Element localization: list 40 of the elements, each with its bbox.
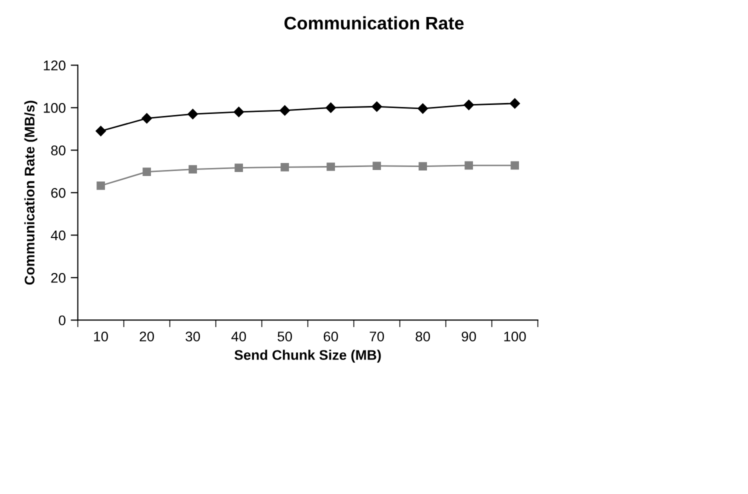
point <box>234 106 244 118</box>
y-tick-label: 80 <box>51 146 66 156</box>
point <box>280 163 289 172</box>
x-tick-label: 100 <box>504 332 526 342</box>
point <box>96 181 105 190</box>
point <box>280 105 290 116</box>
point <box>96 126 106 136</box>
point <box>188 108 198 120</box>
point <box>326 102 336 113</box>
y-tick-label: 0 <box>58 315 66 326</box>
y-axis-title: Communication Rate (MB/s) <box>24 100 38 285</box>
point <box>142 113 152 124</box>
x-tick-label: 20 <box>140 332 154 342</box>
point <box>510 98 520 109</box>
point <box>372 162 381 170</box>
point <box>234 164 243 172</box>
y-tick-label: 120 <box>44 60 66 70</box>
x-tick-label: 30 <box>186 332 200 342</box>
x-tick-label: 90 <box>462 332 476 342</box>
point <box>464 100 474 110</box>
point <box>188 165 197 174</box>
point <box>372 102 382 112</box>
point <box>326 162 335 171</box>
y-tick-label: 100 <box>44 103 66 113</box>
x-tick-label: 50 <box>278 332 292 342</box>
x-tick-label: 80 <box>416 332 430 342</box>
x-tick-label: 40 <box>231 332 246 342</box>
y-tick-label: 40 <box>50 230 66 240</box>
point <box>418 162 427 170</box>
chart-title: Communication Rate <box>284 16 464 30</box>
point <box>418 103 428 114</box>
x-tick-label: 10 <box>94 332 108 342</box>
y-tick-label: 20 <box>51 272 66 283</box>
point <box>510 161 519 170</box>
x-tick-label: 60 <box>324 332 338 342</box>
point <box>464 161 473 170</box>
y-tick-label: 60 <box>51 188 66 198</box>
x-axis-title: Send Chunk Size (MB) <box>234 350 381 363</box>
point <box>142 168 151 176</box>
x-tick-label: 70 <box>370 332 384 342</box>
